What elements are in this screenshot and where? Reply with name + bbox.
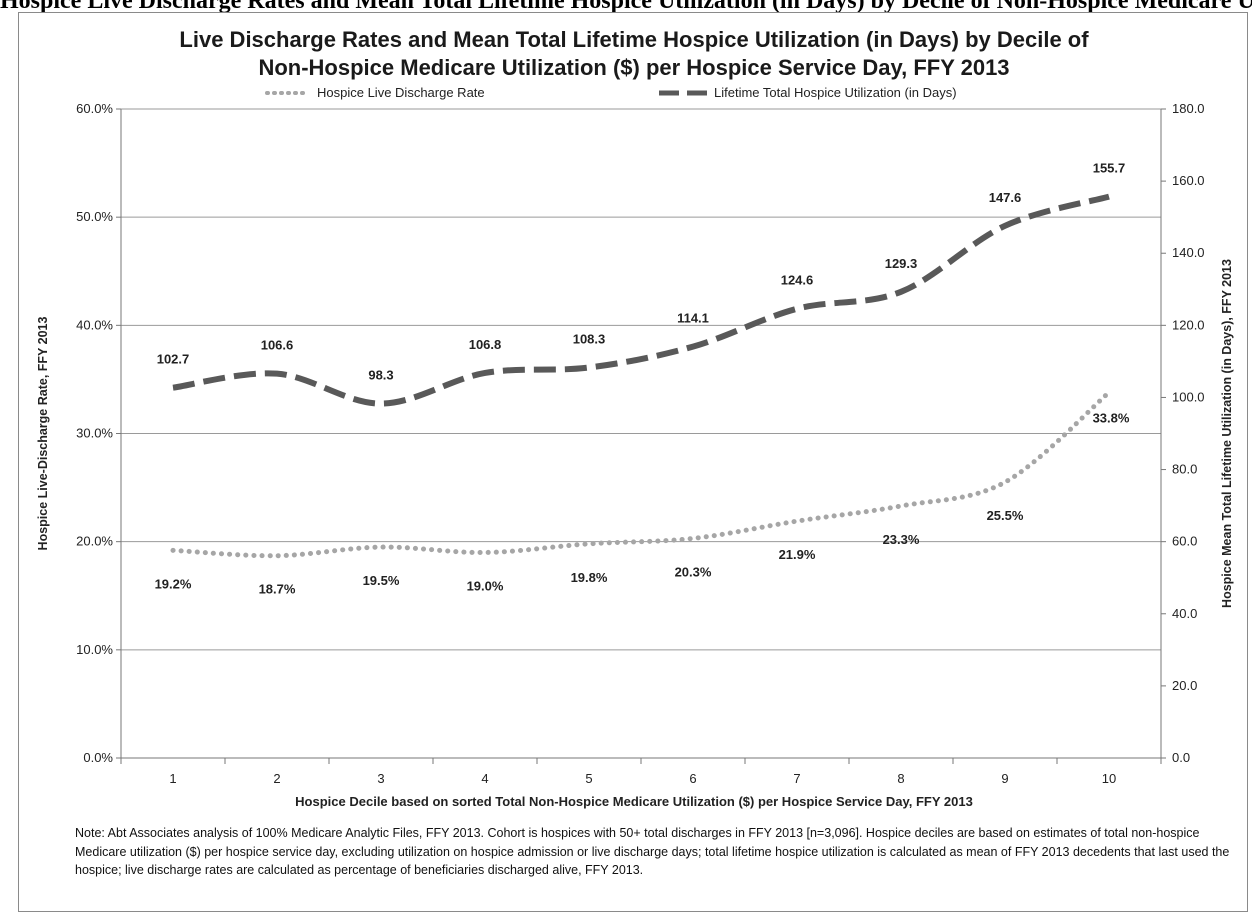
x-tick-label: 4 xyxy=(481,771,488,786)
y2-tick-label: 120.0 xyxy=(1172,317,1205,332)
data-label-lifetime-utilization: 106.6 xyxy=(261,338,294,353)
data-label-live-discharge: 21.9% xyxy=(779,547,816,562)
chart-frame: Live Discharge Rates and Mean Total Life… xyxy=(18,12,1248,912)
legend-label-lifetime-utilization: Lifetime Total Hospice Utilization (in D… xyxy=(714,85,957,100)
x-tick-label: 5 xyxy=(585,771,592,786)
chart-note: Note: Abt Associates analysis of 100% Me… xyxy=(75,826,1230,877)
x-tick-label: 7 xyxy=(793,771,800,786)
data-label-live-discharge: 19.8% xyxy=(571,570,608,585)
y2-tick-label: 80.0 xyxy=(1172,462,1197,477)
chart: Live Discharge Rates and Mean Total Life… xyxy=(36,27,1234,809)
x-tick-label: 8 xyxy=(897,771,904,786)
data-label-lifetime-utilization: 102.7 xyxy=(157,352,190,367)
data-label-live-discharge: 19.2% xyxy=(155,576,192,591)
data-label-lifetime-utilization: 114.1 xyxy=(677,311,709,326)
y2-tick-label: 0.0 xyxy=(1172,750,1190,765)
y-axis-title: Hospice Live-Discharge Rate, FFY 2013 xyxy=(36,317,50,551)
data-label-live-discharge: 19.5% xyxy=(363,573,400,588)
data-label-live-discharge: 23.3% xyxy=(883,532,920,547)
y2-tick-label: 180.0 xyxy=(1172,101,1205,116)
data-label-lifetime-utilization: 155.7 xyxy=(1093,161,1126,176)
series-line-lifetime-utilization xyxy=(172,193,1110,407)
y2-tick-label: 20.0 xyxy=(1172,678,1197,693)
x-tick-label: 6 xyxy=(689,771,696,786)
data-label-lifetime-utilization: 108.3 xyxy=(573,332,606,347)
x-tick-label: 2 xyxy=(273,771,280,786)
y-tick-label: 30.0% xyxy=(76,426,113,441)
y-tick-label: 40.0% xyxy=(76,317,113,332)
y2-tick-label: 100.0 xyxy=(1172,389,1205,404)
x-tick-label: 10 xyxy=(1102,771,1116,786)
x-axis-title: Hospice Decile based on sorted Total Non… xyxy=(295,794,973,809)
y-tick-label: 50.0% xyxy=(76,209,113,224)
data-label-lifetime-utilization: 106.8 xyxy=(469,337,502,352)
data-label-live-discharge: 18.7% xyxy=(259,582,296,597)
data-label-live-discharge: 19.0% xyxy=(467,578,504,593)
x-tick-label: 1 xyxy=(169,771,176,786)
chart-title: Live Discharge Rates and Mean Total Life… xyxy=(179,27,1089,52)
x-tick-label: 9 xyxy=(1001,771,1008,786)
chart-title-line2: Non-Hospice Medicare Utilization ($) per… xyxy=(258,55,1009,80)
x-tick-label: 3 xyxy=(377,771,384,786)
data-label-lifetime-utilization: 98.3 xyxy=(368,368,393,383)
series-line-live-discharge xyxy=(170,389,1112,559)
y-tick-label: 60.0% xyxy=(76,101,113,116)
legend-label-live-discharge: Hospice Live Discharge Rate xyxy=(317,85,485,100)
y2-tick-label: 160.0 xyxy=(1172,173,1205,188)
data-label-lifetime-utilization: 124.6 xyxy=(781,273,814,288)
data-label-live-discharge: 25.5% xyxy=(987,508,1024,523)
y-tick-label: 20.0% xyxy=(76,534,113,549)
y2-tick-label: 140.0 xyxy=(1172,245,1205,260)
data-label-live-discharge: 20.3% xyxy=(675,564,712,579)
data-label-lifetime-utilization: 129.3 xyxy=(885,256,918,271)
figure-caption: Hospice Live Discharge Rates and Mean To… xyxy=(0,0,1252,14)
y-tick-label: 10.0% xyxy=(76,642,113,657)
y2-tick-label: 60.0 xyxy=(1172,534,1197,549)
data-label-live-discharge: 33.8% xyxy=(1093,410,1130,425)
data-label-lifetime-utilization: 147.6 xyxy=(989,190,1022,205)
y2-axis-title: Hospice Mean Total Lifetime Utilization … xyxy=(1220,259,1234,608)
y2-tick-label: 40.0 xyxy=(1172,606,1197,621)
y-tick-label: 0.0% xyxy=(83,750,113,765)
